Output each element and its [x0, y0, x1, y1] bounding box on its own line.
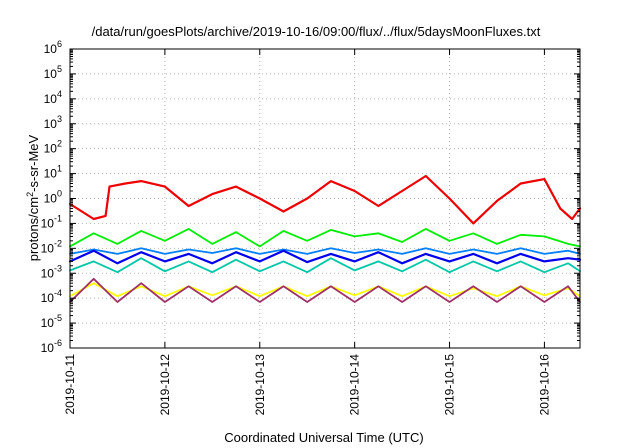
y-tick-label: 101: [44, 164, 62, 181]
y-axis-label-base: protons/cm: [26, 197, 41, 261]
y-tick-label: 103: [44, 114, 62, 131]
y-axis-label: protons/cm2-s-sr-MeV: [25, 134, 41, 261]
x-tick-label: 2019-10-12: [158, 354, 172, 416]
series-line-7: [68, 174, 582, 225]
y-tick-label: 10-4: [41, 288, 62, 305]
y-tick-label: 10-5: [41, 313, 62, 330]
series-line-4: [68, 249, 582, 265]
series-line-6: [69, 277, 581, 303]
y-axis-label-sup: 2: [25, 192, 35, 197]
x-tick-label: 2019-10-16: [537, 354, 551, 416]
series-line-2: [69, 257, 581, 274]
x-tick-label: 2019-10-14: [348, 354, 362, 416]
y-tick-label: 104: [44, 89, 62, 106]
grid-layer: [70, 49, 580, 348]
y-tick-label: 106: [44, 39, 62, 56]
x-axis-label: Coordinated Universal Time (UTC): [224, 430, 423, 445]
x-tick-label: 2019-10-11: [63, 354, 77, 415]
y-tick-label: 10-6: [41, 338, 62, 355]
x-tick-label: 2019-10-13: [253, 354, 267, 416]
y-tick-label: 10-3: [41, 263, 62, 280]
y-tick-label: 102: [44, 139, 62, 156]
chart-title: /data/run/goesPlots/archive/2019-10-16/0…: [92, 24, 541, 39]
y-tick-label: 105: [44, 64, 62, 81]
x-tick-labels: 2019-10-11 2019-10-12 2019-10-13 2019-10-14…: [63, 354, 551, 416]
series-line-3: [69, 247, 581, 255]
tick-layer: [69, 48, 580, 349]
y-tick-label: 10-1: [41, 213, 62, 230]
series-layer: [68, 174, 582, 303]
y-tick-label: 100: [44, 189, 62, 206]
y-axis-label-rest: -s-sr-MeV: [26, 134, 41, 191]
series-line-1: [69, 227, 581, 248]
y-tick-label: 10-2: [41, 238, 62, 255]
y-tick-labels: 10-6 10-5 10-4 10-3 10-2 10-1 100 101 102 103 104 1…: [41, 39, 62, 355]
x-tick-label: 2019-10-15: [443, 354, 457, 416]
